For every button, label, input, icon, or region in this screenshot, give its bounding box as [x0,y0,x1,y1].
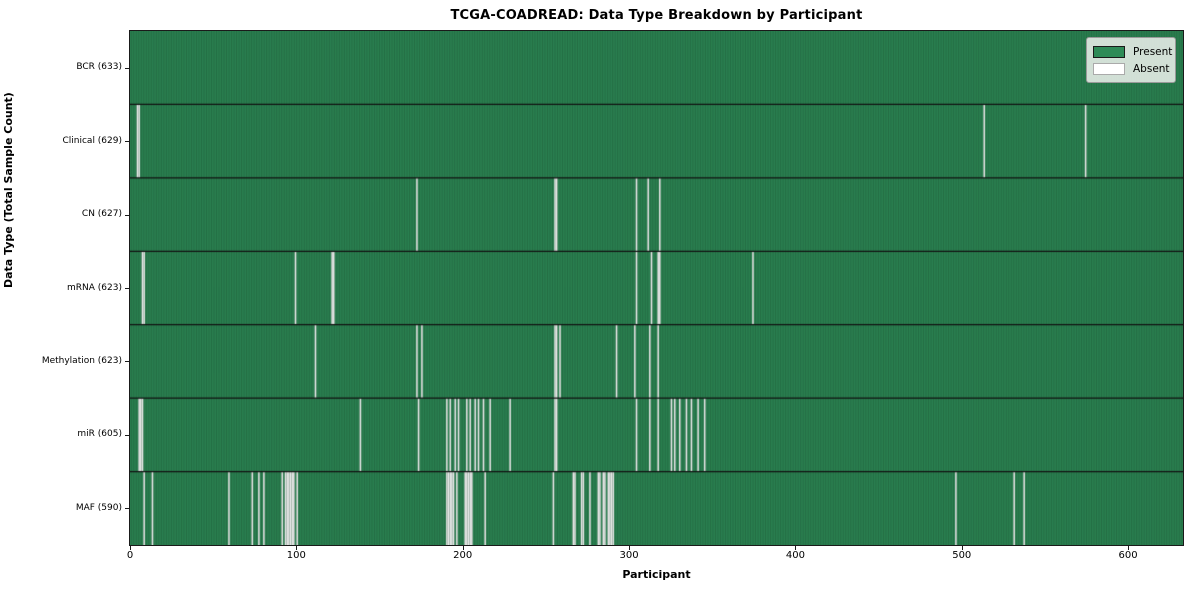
y-tick-mark [125,141,129,143]
y-tick-mark [125,361,129,363]
y-tick-label: mRNA (623) [67,282,122,293]
x-axis-title: Participant [622,568,691,581]
y-tick-label: Methylation (623) [41,355,122,366]
x-tick-label: 600 [1118,550,1138,561]
legend-label-present: Present [1133,45,1173,58]
legend-item-absent: Absent [1093,60,1170,77]
x-tick-mark [795,546,797,550]
x-tick-mark [1128,546,1130,550]
y-tick-mark [125,288,129,289]
y-tick-label: CN (627) [81,209,122,220]
y-tick-label: BCR (633) [76,62,122,73]
x-tick-label: 0 [126,550,134,561]
y-tick-mark [125,434,129,436]
x-tick-label: 100 [286,550,306,561]
y-tick-mark [125,214,129,216]
present-swatch-icon [1093,45,1125,58]
chart-title: TCGA-COADREAD: Data Type Breakdown by Pa… [450,8,863,23]
x-tick-mark [130,546,131,550]
x-tick-mark [296,546,298,550]
y-tick-mark [125,508,129,510]
y-tick-mark [125,67,129,69]
x-tick-label: 500 [952,550,972,561]
y-tick-label: MAF (590) [75,502,122,513]
y-tick-label: Clinical (629) [62,135,122,146]
x-tick-label: 400 [785,550,805,561]
y-tick-label: miR (605) [77,429,122,440]
legend: Present Absent [1086,37,1176,83]
x-tick-mark [961,546,963,550]
x-tick-label: 300 [619,550,639,561]
plot-area [129,30,1184,546]
x-tick-mark [629,546,631,550]
legend-label-absent: Absent [1133,62,1170,75]
x-tick-label: 200 [453,550,473,561]
legend-item-present: Present [1093,43,1173,60]
heatmap-canvas [130,31,1183,545]
absent-swatch-icon [1093,62,1125,75]
x-tick-mark [462,546,464,550]
